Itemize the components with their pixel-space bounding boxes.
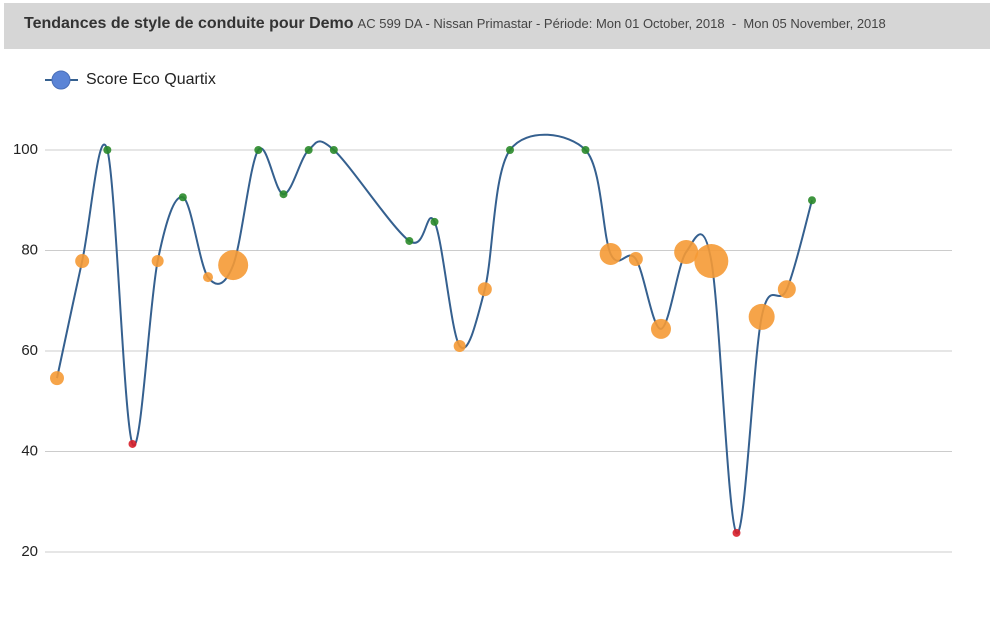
bubble	[477, 282, 492, 297]
bubble	[405, 236, 414, 245]
y-tick-label: 40	[21, 442, 38, 459]
bubble	[50, 371, 64, 386]
header: Tendances de style de conduite pour Demo…	[4, 3, 990, 49]
legend-label: Score Eco Quartix	[86, 71, 216, 88]
bubble	[128, 439, 137, 448]
y-tick-label: 100	[13, 141, 38, 158]
bubble	[651, 318, 671, 339]
bubble	[218, 250, 249, 281]
bubble	[808, 196, 816, 205]
line	[56, 133, 813, 534]
bubble	[694, 244, 729, 279]
y-tick-label: 80	[21, 241, 38, 258]
title: Tendances de style de conduite pour Demo	[24, 15, 354, 32]
bubble	[748, 303, 775, 330]
bubble	[254, 146, 263, 154]
bubble	[581, 146, 590, 154]
bubble	[329, 146, 338, 154]
bubble	[151, 255, 164, 268]
bubble	[103, 146, 112, 154]
bubble	[75, 254, 90, 269]
bubble	[732, 528, 741, 537]
bubble	[599, 243, 622, 266]
bubble	[777, 280, 796, 299]
bubble	[674, 240, 699, 265]
bubble	[178, 193, 187, 202]
bubble	[506, 146, 514, 154]
bubble	[304, 146, 313, 154]
legend-marker	[51, 70, 71, 90]
bubble	[453, 339, 466, 352]
y-tick-label: 20	[21, 543, 38, 560]
bubble	[628, 252, 643, 267]
subtitle: AC 599 DA - Nissan Primastar - Période: …	[357, 16, 886, 31]
bubble	[430, 217, 439, 226]
bubble	[279, 190, 288, 199]
bubble	[203, 272, 213, 283]
y-tick-label: 60	[21, 342, 38, 359]
